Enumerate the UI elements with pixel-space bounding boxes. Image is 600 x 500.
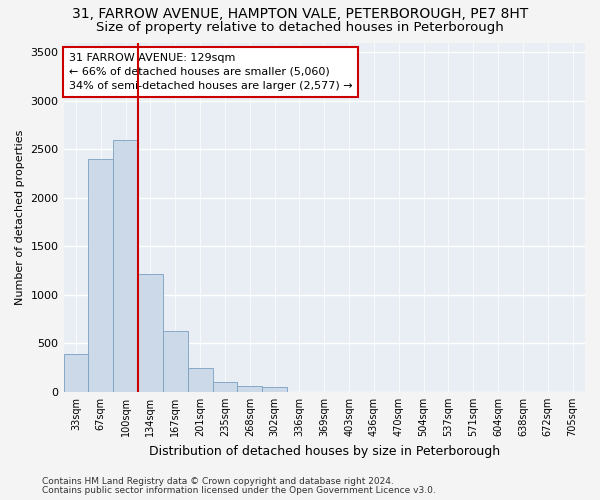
Text: 31 FARROW AVENUE: 129sqm
← 66% of detached houses are smaller (5,060)
34% of sem: 31 FARROW AVENUE: 129sqm ← 66% of detach…	[69, 53, 352, 91]
Bar	[113, 140, 138, 392]
Bar	[262, 386, 287, 392]
Bar	[188, 368, 212, 392]
Bar	[64, 354, 88, 392]
Text: Contains public sector information licensed under the Open Government Licence v3: Contains public sector information licen…	[42, 486, 436, 495]
Text: 31, FARROW AVENUE, HAMPTON VALE, PETERBOROUGH, PE7 8HT: 31, FARROW AVENUE, HAMPTON VALE, PETERBO…	[72, 8, 528, 22]
Bar	[238, 386, 262, 392]
Bar	[212, 382, 238, 392]
Bar	[138, 274, 163, 392]
X-axis label: Distribution of detached houses by size in Peterborough: Distribution of detached houses by size …	[149, 444, 500, 458]
Text: Contains HM Land Registry data © Crown copyright and database right 2024.: Contains HM Land Registry data © Crown c…	[42, 477, 394, 486]
Bar	[88, 159, 113, 392]
Bar	[163, 331, 188, 392]
Text: Size of property relative to detached houses in Peterborough: Size of property relative to detached ho…	[96, 21, 504, 34]
Y-axis label: Number of detached properties: Number of detached properties	[15, 130, 25, 305]
